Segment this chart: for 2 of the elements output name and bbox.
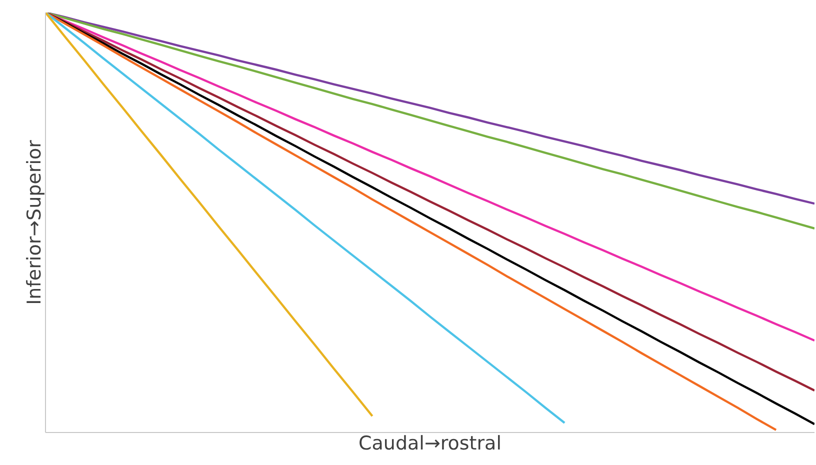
x-axis-title: Caudal→rostral	[358, 432, 502, 454]
y-axis-title: Inferior→Superior	[24, 140, 46, 305]
